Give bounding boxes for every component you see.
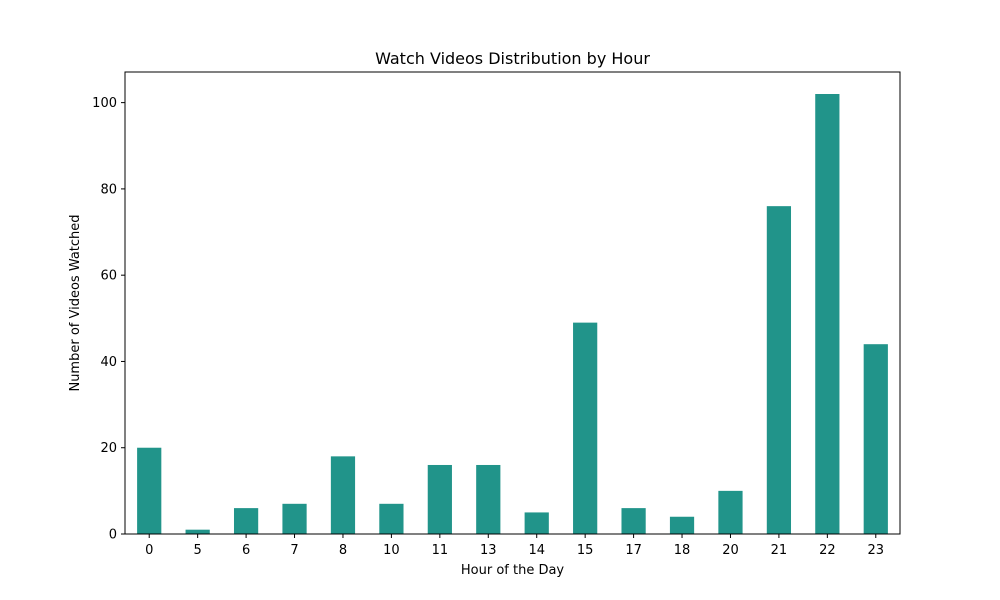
x-tick-label-18: 18 <box>674 543 691 558</box>
x-tick-label-15: 15 <box>577 543 594 558</box>
bar-hour-17 <box>621 508 646 534</box>
x-tick-label-23: 23 <box>868 543 885 558</box>
plot-frame <box>124 71 901 535</box>
x-tick-label-20: 20 <box>722 543 739 558</box>
y-axis-title: Number of Videos Watched <box>68 214 83 391</box>
bar-hour-5 <box>185 529 210 534</box>
y-tick-label-80: 80 <box>100 182 117 197</box>
bar-hour-22 <box>815 94 840 534</box>
bar-hour-20 <box>718 490 743 534</box>
x-tick-label-6: 6 <box>242 543 250 558</box>
bar-hour-11 <box>427 464 452 534</box>
bar-hour-13 <box>476 464 501 534</box>
x-tick-label-13: 13 <box>480 543 497 558</box>
bar-hour-21 <box>766 206 792 534</box>
bar-hour-7 <box>282 503 307 534</box>
x-tick-label-7: 7 <box>290 543 298 558</box>
bar-hour-6 <box>233 508 259 534</box>
bars-group <box>137 94 888 534</box>
y-tick-label-60: 60 <box>100 269 117 284</box>
bar-hour-23 <box>863 344 888 534</box>
bar-hour-10 <box>379 503 404 534</box>
x-tick-label-10: 10 <box>383 543 400 558</box>
x-tick-label-8: 8 <box>339 543 347 558</box>
chart-title: Watch Videos Distribution by Hour <box>375 49 650 68</box>
x-tick-label-11: 11 <box>432 543 449 558</box>
y-tick-label-40: 40 <box>100 355 117 370</box>
x-tick-label-0: 0 <box>145 543 153 558</box>
x-tick-label-22: 22 <box>819 543 836 558</box>
bar-hour-18 <box>669 516 695 534</box>
x-tick-label-5: 5 <box>194 543 202 558</box>
bar-hour-8 <box>330 456 356 534</box>
bar-hour-14 <box>524 512 549 534</box>
x-tick-label-17: 17 <box>625 543 642 558</box>
y-tick-label-20: 20 <box>100 441 117 456</box>
x-axis-ticks: 0 5 6 7 8 10 11 13 14 15 17 18 20 21 22 23 <box>145 534 884 558</box>
x-tick-label-14: 14 <box>528 543 545 558</box>
y-tick-label-0: 0 <box>109 528 117 543</box>
bar-hour-15 <box>573 322 598 534</box>
y-tick-label-100: 100 <box>92 96 117 111</box>
x-axis-title: Hour of the Day <box>461 563 565 578</box>
bar-hour-0 <box>137 447 162 534</box>
x-tick-label-21: 21 <box>771 543 788 558</box>
y-axis-ticks: 0 20 40 60 80 100 <box>92 96 125 543</box>
